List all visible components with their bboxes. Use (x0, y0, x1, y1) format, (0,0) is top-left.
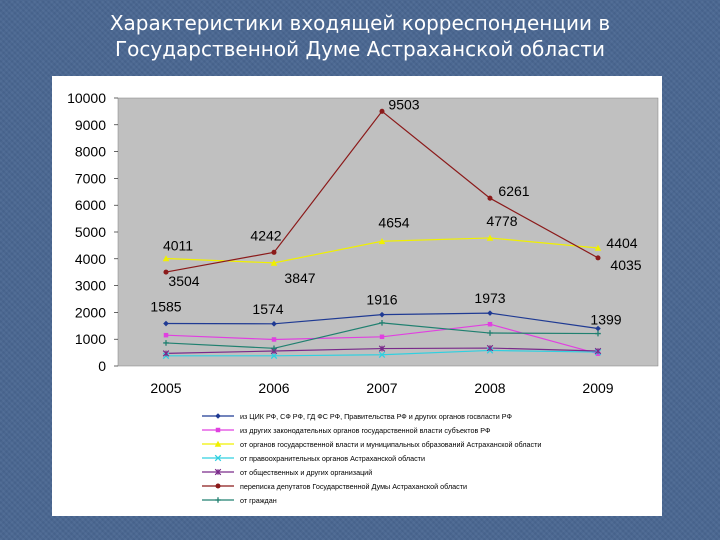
data-label-series-0-1: 1574 (252, 301, 283, 317)
series-6-point-3 (487, 330, 493, 336)
legend-label-3: от правоохранительных органов Астраханск… (240, 454, 425, 463)
data-label-series-2-4: 4404 (606, 235, 637, 251)
data-labels: 1585 1574 1916 1973 1399 4011 3847 4654 4778 4404… (150, 96, 641, 327)
y-tick-label-8: 8000 (75, 144, 106, 160)
y-tick-label-10: 10000 (67, 90, 106, 106)
series-2-point-1 (270, 259, 278, 266)
legend-marker-6 (215, 497, 221, 503)
data-label-series-0-0: 1585 (150, 299, 181, 315)
y-tick-label-1: 1000 (75, 331, 106, 347)
axes: 0 1000 2000 3000 4000 5000 6000 7000 8000 9000 100… (67, 90, 614, 396)
y-tick-label-0: 0 (98, 358, 106, 374)
legend-label-6: от граждан (240, 496, 277, 505)
legend-label-4: от общественных и других организаций (240, 468, 372, 477)
data-label-series-5-1: 4242 (250, 227, 281, 243)
y-tick-label-4: 4000 (75, 251, 106, 267)
data-label-series-5-0: 3504 (168, 273, 199, 289)
y-tick-label-9: 9000 (75, 117, 106, 133)
data-label-series-0-3: 1973 (474, 290, 505, 306)
legend-marker-0 (215, 413, 221, 419)
series-0-point-4 (595, 325, 601, 332)
chart-panel: 0 1000 2000 3000 4000 5000 6000 7000 8000 9000 100… (52, 76, 662, 516)
series-5-point-0 (163, 269, 169, 275)
data-label-series-0-2: 1916 (366, 292, 397, 308)
series-1-point-2 (379, 334, 385, 340)
y-tick-label-2: 2000 (75, 304, 106, 320)
series-6-point-0 (163, 340, 169, 346)
data-label-series-2-0: 4011 (163, 238, 193, 254)
x-tick-label-4: 2009 (582, 380, 613, 396)
x-tick-label-3: 2008 (474, 380, 505, 396)
slide-title-line-1: Характеристики входящей корреспонденции … (109, 11, 611, 35)
legend-marker-4 (214, 468, 222, 476)
series-6-point-4 (595, 330, 601, 337)
slide-title: Характеристики входящей корреспонденции … (0, 10, 720, 62)
series-4-point-3 (486, 344, 494, 352)
legend-label-0: из ЦИК РФ, СФ РФ, ГД ФС РФ, Правительств… (240, 412, 512, 421)
legend-marker-3 (214, 454, 222, 462)
series-2-point-2 (378, 237, 386, 245)
series-1-point-1 (271, 337, 277, 342)
legend-marker-2 (214, 440, 222, 447)
series-0-point-2 (379, 311, 385, 318)
series-3-point-2 (378, 351, 386, 359)
series-0-point-1 (271, 321, 277, 327)
y-tick-label-7: 7000 (75, 170, 106, 186)
series-5-point-4 (595, 255, 601, 261)
series-4-point-0 (162, 350, 170, 357)
series-0-point-3 (487, 310, 493, 316)
series-2-point-3 (486, 234, 494, 241)
series-2-point-4 (594, 244, 602, 251)
series-1-point-3 (487, 321, 493, 327)
x-tick-label-1: 2006 (258, 380, 289, 396)
series-2-point-0 (162, 255, 170, 262)
data-label-series-2-1: 3847 (284, 270, 315, 286)
series-0-point-0 (163, 320, 169, 327)
legend-label-2: от органов государственной власти и муни… (240, 440, 541, 449)
chart-legend: из ЦИК РФ, СФ РФ, ГД ФС РФ, Правительств… (202, 412, 541, 505)
series-4-point-2 (378, 345, 386, 352)
series-5-point-1 (271, 249, 277, 255)
series-markers (162, 108, 602, 360)
slide-title-line-2: Государственной Думе Астраханской област… (114, 37, 606, 61)
data-label-series-2-3: 4778 (486, 213, 517, 229)
legend-label-1: из других законодательных органов госуда… (240, 426, 491, 435)
data-label-series-0-4: 1399 (590, 312, 621, 328)
series-5-point-2 (379, 108, 385, 114)
series-5-point-3 (487, 195, 493, 201)
line-chart: 0 1000 2000 3000 4000 5000 6000 7000 8000 9000 100… (67, 90, 659, 505)
x-tick-label-0: 2005 (150, 380, 181, 396)
data-label-series-5-4: 4035 (610, 257, 641, 273)
y-tick-label-6: 6000 (75, 197, 106, 213)
series-6-point-2 (379, 320, 385, 326)
legend-marker-1 (215, 427, 221, 433)
series-6-point-1 (271, 345, 277, 352)
y-tick-label-3: 3000 (75, 278, 106, 294)
series-1-point-0 (163, 332, 169, 338)
plot-area (117, 97, 659, 367)
series-4-point-4 (594, 347, 602, 355)
series-3-point-1 (270, 352, 278, 360)
data-label-series-5-3: 6261 (498, 183, 529, 199)
legend-marker-5 (215, 483, 221, 489)
y-tick-label-5: 5000 (75, 224, 106, 240)
x-tick-label-2: 2007 (366, 380, 397, 396)
legend-label-5: переписка депутатов Государственной Думы… (240, 482, 467, 491)
data-label-series-2-2: 4654 (378, 214, 409, 230)
data-label-series-5-2: 9503 (388, 96, 419, 112)
